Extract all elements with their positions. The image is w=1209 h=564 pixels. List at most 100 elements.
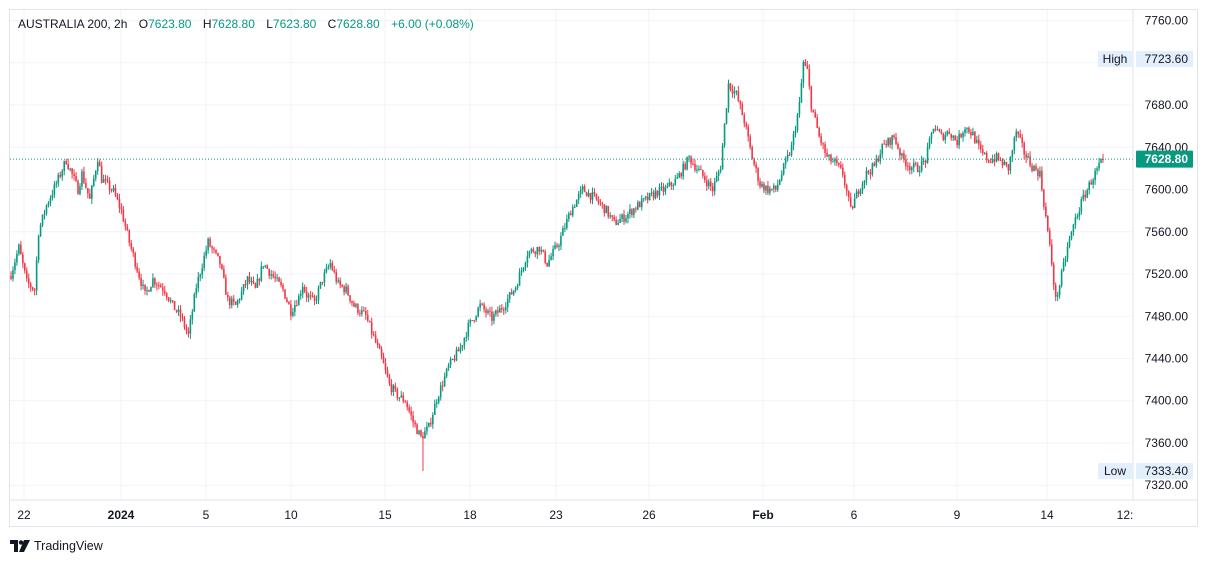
candle-body — [1021, 137, 1023, 143]
candle-body — [690, 156, 692, 164]
candle-body — [504, 307, 507, 311]
candle-body — [412, 415, 414, 423]
candle-body — [100, 166, 103, 183]
candle-body — [569, 213, 572, 216]
candle-body — [891, 135, 893, 145]
y-tick-label: 7680.00 — [1145, 98, 1189, 112]
candle-body — [717, 171, 720, 176]
candle-body — [199, 274, 202, 278]
candle-body — [893, 135, 895, 138]
candle-body — [39, 225, 42, 236]
candle-body — [426, 426, 428, 432]
candle-body — [392, 385, 395, 393]
candle-body — [952, 135, 954, 138]
tradingview-footer[interactable]: TradingView — [10, 539, 103, 553]
candle-body — [266, 265, 269, 269]
candle-body — [35, 260, 38, 291]
candle-body — [297, 295, 300, 306]
candle-body — [49, 198, 52, 204]
candle-body — [65, 161, 67, 164]
candle-body — [771, 188, 773, 190]
candle-body — [1070, 231, 1073, 240]
y-tick-label: 7560.00 — [1145, 225, 1189, 239]
candle-body — [960, 133, 962, 138]
candle-body — [98, 162, 101, 167]
x-axis[interactable]: 22 2024 5 10 15 18 23 26 Feb 6 9 14 12: — [10, 499, 1198, 522]
candle-body — [859, 190, 862, 194]
candle-body — [353, 302, 355, 307]
candle-body — [246, 276, 249, 285]
candle-body — [631, 209, 633, 215]
candle-body — [552, 248, 554, 257]
y-tick-label: 7440.00 — [1145, 351, 1189, 365]
candle-body — [469, 320, 472, 324]
candle-body — [968, 127, 970, 133]
candle-body — [309, 295, 312, 297]
candle-body — [838, 162, 840, 165]
candle-body — [700, 169, 702, 171]
candle-body — [571, 206, 574, 216]
candle-body — [976, 139, 978, 143]
candle-body — [430, 422, 432, 425]
candle-body — [439, 385, 442, 398]
candle-body — [597, 198, 600, 203]
candle-body — [826, 152, 828, 157]
candle-body — [102, 179, 105, 183]
candle-body — [650, 192, 653, 194]
candle-body — [676, 177, 679, 179]
candle-body — [1062, 262, 1065, 271]
candle-body — [704, 176, 706, 181]
candle-body — [142, 284, 144, 286]
candle-body — [116, 195, 119, 200]
candle-body — [51, 194, 54, 199]
candle-body — [181, 316, 184, 319]
candle-body — [759, 181, 761, 187]
candle-body — [818, 127, 820, 137]
candle-body — [404, 401, 407, 403]
candle-body — [134, 253, 136, 267]
open-label: O — [138, 17, 149, 31]
candle-body — [542, 249, 545, 252]
candle-body — [333, 269, 336, 273]
candle-body — [585, 192, 588, 197]
candle-body — [193, 294, 196, 312]
candle-body — [343, 286, 345, 293]
candle-body — [985, 152, 988, 161]
candle-body — [743, 115, 746, 124]
candle-body — [232, 298, 235, 302]
candle-body — [146, 290, 148, 292]
candle-body — [820, 136, 822, 144]
candle-body — [713, 181, 716, 192]
candle-body — [532, 249, 535, 253]
candle-body — [899, 148, 901, 156]
candle-body — [995, 153, 998, 162]
candle-body — [45, 205, 48, 214]
candle-body — [707, 181, 710, 187]
candle-body — [451, 359, 454, 361]
candle-body — [1003, 161, 1006, 166]
candle-body — [564, 227, 566, 229]
candle-body — [339, 280, 341, 285]
x-tick-label: 22 — [17, 508, 31, 522]
candle-body — [644, 196, 647, 199]
candle-body — [711, 186, 714, 192]
candle-body — [402, 395, 405, 402]
candle-body — [727, 83, 730, 109]
y-axis[interactable]: 7320.00 7360.00 7400.00 7440.00 7480.00 7520.… — [1132, 10, 1189, 500]
candle-body — [802, 61, 805, 84]
candle-body — [475, 316, 477, 321]
candle-body — [635, 208, 637, 210]
candle-body — [1007, 164, 1010, 171]
candle-body — [560, 235, 562, 246]
x-tick-label: 9 — [954, 508, 961, 522]
candle-body — [875, 158, 878, 166]
candle-body — [136, 266, 138, 272]
candle-body — [61, 171, 64, 177]
candle-body — [763, 183, 765, 191]
candle-body — [171, 300, 174, 302]
candle-body — [753, 159, 755, 165]
candle-body — [365, 311, 367, 316]
candle-body — [1058, 285, 1061, 295]
candle-body — [684, 163, 686, 170]
